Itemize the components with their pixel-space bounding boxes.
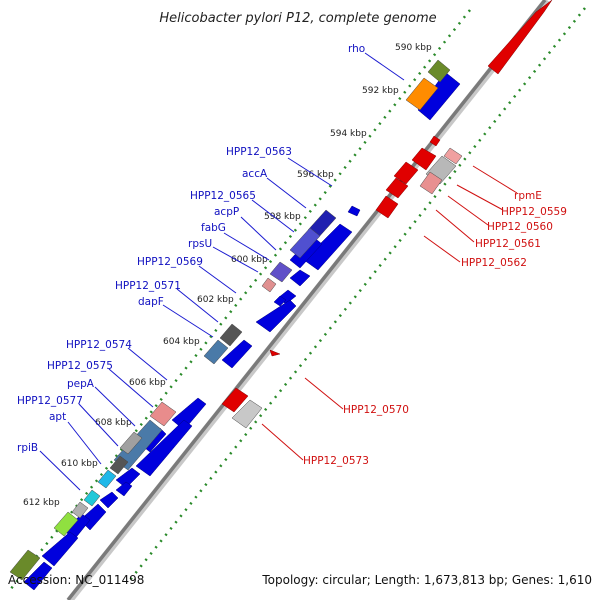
gene-block[interactable] <box>71 501 89 519</box>
gene-arrow[interactable] <box>385 177 409 199</box>
gene-arrow[interactable] <box>23 561 53 591</box>
backbone <box>66 0 547 600</box>
gene-label-acca[interactable]: accA <box>242 168 268 180</box>
gene-arrow[interactable] <box>255 299 297 333</box>
gene-label-rho[interactable]: rho <box>348 43 365 55</box>
gene-block[interactable] <box>269 261 293 283</box>
gene-arrow[interactable] <box>393 161 419 185</box>
label-leaders <box>39 52 518 491</box>
tick-label: 598 kbp <box>264 212 301 222</box>
gene-block[interactable] <box>53 511 79 537</box>
gene-arrow[interactable] <box>221 387 249 413</box>
gene-arrow[interactable] <box>41 531 79 567</box>
gene-arrow[interactable] <box>273 295 287 307</box>
map-title: Helicobacter pylori P12, complete genome <box>159 11 436 26</box>
gene-arrow[interactable] <box>99 491 119 509</box>
forward-blocks <box>231 147 463 429</box>
gene-label-dapf[interactable]: dapF <box>138 296 164 308</box>
gene-arrow[interactable] <box>375 195 399 219</box>
genome-summary-text: Topology: circular; Length: 1,673,813 bp… <box>262 573 592 587</box>
gene-label-apt[interactable]: apt <box>49 411 66 423</box>
tick-label: 608 kbp <box>95 418 132 428</box>
gene-block[interactable] <box>109 455 129 475</box>
gene-block[interactable] <box>119 431 143 455</box>
gene-arrow[interactable] <box>347 205 361 217</box>
tick-label: 604 kbp <box>163 337 200 347</box>
gene-block[interactable] <box>149 401 177 427</box>
tick-label: 594 kbp <box>330 129 367 139</box>
gene-label-hpp12-0573[interactable]: HPP12_0573 <box>303 455 369 467</box>
gene-label-hpp12-0569[interactable]: HPP12_0569 <box>137 256 203 268</box>
tick-label: 610 kbp <box>61 459 98 469</box>
gene-block[interactable] <box>97 469 117 489</box>
gene-label-rpsu[interactable]: rpsU <box>188 238 212 250</box>
gene-label-hpp12-0575[interactable]: HPP12_0575 <box>47 360 113 372</box>
gene-label-hpp12-0577[interactable]: HPP12_0577 <box>17 395 83 407</box>
gene-label-hpp12-0571[interactable]: HPP12_0571 <box>115 280 181 292</box>
gene-label-fabg[interactable]: fabG <box>201 222 226 234</box>
tick-label: 606 kbp <box>129 378 166 388</box>
gene-label-rpib[interactable]: rpiB <box>17 442 38 454</box>
gene-label-rpme[interactable]: rpmE <box>514 190 542 202</box>
gene-arrow[interactable] <box>429 135 441 147</box>
gene-arrow[interactable] <box>135 419 193 477</box>
gene-label-hpp12-0574[interactable]: HPP12_0574 <box>66 339 132 351</box>
gene-label-hpp12-0563[interactable]: HPP12_0563 <box>226 146 292 158</box>
gene-arrow[interactable] <box>411 147 437 171</box>
gene-block[interactable] <box>231 399 263 429</box>
tick-label: 602 kbp <box>197 295 234 305</box>
reverse-blocks <box>9 59 451 581</box>
accession-text: Accession: NC_011498 <box>8 573 145 587</box>
gene-label-hpp12-0559[interactable]: HPP12_0559 <box>501 206 567 218</box>
tick-label: 600 kbp <box>231 255 268 265</box>
tick-label: 612 kbp <box>23 498 60 508</box>
gene-block[interactable] <box>419 171 443 195</box>
gene-label-hpp12-0562[interactable]: HPP12_0562 <box>461 257 527 269</box>
gene-label-hpp12-0560[interactable]: HPP12_0560 <box>487 221 553 233</box>
gene-label-hpp12-0565[interactable]: HPP12_0565 <box>190 190 256 202</box>
gene-arrow[interactable] <box>221 339 253 369</box>
tick-label: 590 kbp <box>395 43 432 53</box>
gene-label-acpp[interactable]: acpP <box>214 206 239 218</box>
dotted-guide-inner <box>129 7 586 581</box>
gene-block[interactable] <box>261 277 277 293</box>
gene-block[interactable] <box>443 147 463 165</box>
reverse-labels: rho HPP12_0563 accA HPP12_0565 acpP fabG… <box>17 43 365 454</box>
gene-block[interactable] <box>83 489 101 507</box>
forward-genes <box>221 0 553 413</box>
gene-block[interactable] <box>9 549 41 581</box>
gene-arrow[interactable] <box>289 269 311 287</box>
dotted-guide-outer <box>9 9 471 591</box>
forward-labels: rpmE HPP12_0559 HPP12_0560 HPP12_0561 HP… <box>303 190 567 467</box>
gene-arrow[interactable] <box>487 0 553 75</box>
ticks: 590 kbp 592 kbp 594 kbp 596 kbp 598 kbp … <box>23 43 432 508</box>
gene-block[interactable] <box>427 59 451 83</box>
gene-block[interactable] <box>405 77 439 111</box>
gene-block[interactable] <box>219 323 243 347</box>
gene-arrow[interactable] <box>115 481 133 497</box>
reverse-genes <box>23 71 461 591</box>
gene-block[interactable] <box>289 227 321 259</box>
gene-block[interactable] <box>203 339 229 365</box>
gene-label-hpp12-0570[interactable]: HPP12_0570 <box>343 404 409 416</box>
gene-label-pepa[interactable]: pepA <box>67 378 95 390</box>
gene-label-hpp12-0561[interactable]: HPP12_0561 <box>475 238 541 250</box>
gene-arrow[interactable] <box>269 349 281 357</box>
tick-label: 592 kbp <box>362 86 399 96</box>
